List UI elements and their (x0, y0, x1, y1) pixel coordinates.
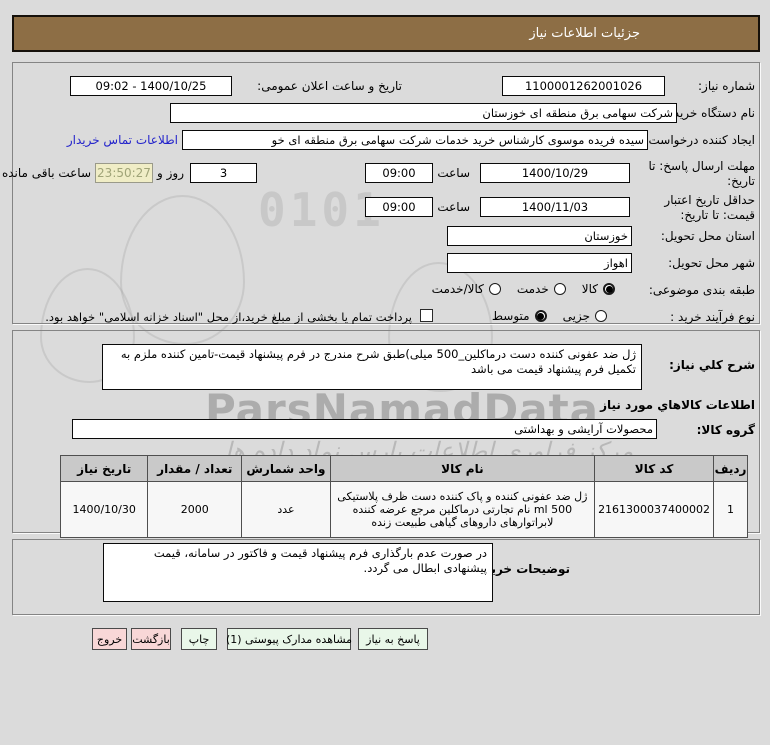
col-unit: واحد شمارش (241, 455, 331, 482)
col-goods-code: کد کالا (594, 455, 715, 482)
reply-deadline-hour-label: ساعت (437, 166, 470, 180)
radio-kala[interactable]: کالا (582, 282, 615, 296)
watermark-shape (388, 262, 493, 392)
radio-khadamat[interactable]: خدمت (517, 282, 566, 296)
goods-group-input[interactable] (72, 419, 657, 439)
watermark-shape (40, 268, 135, 383)
radio-unselected-icon (595, 310, 607, 322)
process-type-label: نوع فرآیند خرید : (670, 310, 755, 324)
radio-label: خدمت (516, 282, 549, 296)
announce-datetime-input[interactable] (70, 76, 232, 96)
days-and-label: روز و (157, 166, 184, 180)
cell-row-number: 1 (713, 481, 748, 538)
buyer-notes-box[interactable]: در صورت عدم بارگذاری فرم پیشنهاد قیمت و … (103, 543, 493, 602)
treasury-payment-checkbox[interactable] (420, 309, 433, 322)
radio-unselected-icon (488, 283, 501, 295)
buyer-org-label: نام دستگاه خریدار: (660, 106, 756, 120)
goods-group-label: گروه کالا: (696, 423, 755, 437)
cell-need-date: 1400/10/30 (59, 481, 149, 538)
need-number-label: شماره نیاز: (698, 79, 755, 93)
print-button[interactable]: چاپ (181, 628, 217, 650)
basic-info-panel (12, 62, 760, 324)
reply-deadline-label: مهلت ارسال پاسخ: تا تاریخ: (648, 159, 755, 188)
buyer-contact-link[interactable]: اطلاعات تماس خریدار (66, 133, 178, 147)
exit-button[interactable]: خروج (92, 628, 127, 650)
buyer-org-input[interactable] (170, 103, 677, 123)
general-desc-box[interactable]: ژل ضد عفونی کننده دست درماکلین_500 میلی)… (102, 344, 642, 390)
items-table-header-row: ردیف کد کالا نام کالا واحد شمارش تعداد /… (59, 455, 748, 482)
col-goods-name: نام کالا (329, 455, 596, 482)
radio-kala-khadamat[interactable]: کالا/خدمت (432, 282, 501, 296)
need-number-input[interactable] (502, 76, 665, 96)
view-attachments-button[interactable]: مشاهده مدارک پیوستی (1) (226, 628, 352, 650)
reply-deadline-time-input[interactable] (365, 163, 433, 183)
cell-quantity: 2000 (147, 481, 243, 538)
process-type-radio-group: جزیی متوسط (492, 308, 607, 324)
city-input[interactable] (447, 253, 632, 273)
col-need-date: تاریخ نیاز (59, 455, 149, 482)
radio-label: جزیی (562, 309, 590, 323)
countdown-timer: 23:50:27 (95, 163, 153, 183)
radio-jozi[interactable]: جزیی (563, 309, 607, 323)
announce-datetime-label: تاریخ و ساعت اعلان عمومی: (257, 79, 402, 93)
hours-remaining-label: ساعت باقی مانده (1, 166, 91, 180)
table-row: 1 2161300037400002 ژل ضد عفونی کننده و پ… (59, 481, 748, 538)
back-button[interactable]: بازگشت (131, 628, 171, 650)
general-desc-label: شرح کلي نیاز: (669, 358, 755, 372)
col-row-number: ردیف (713, 455, 748, 482)
goods-info-section-title: اطلاعات کالاهاي مورد نیاز (600, 398, 755, 412)
treasury-payment-checkbox-label: پرداخت تمام یا بخشی از مبلغ خرید،از محل … (45, 310, 412, 324)
price-validity-hour-label: ساعت (437, 200, 470, 214)
cell-goods-code: 2161300037400002 (594, 481, 715, 538)
reply-deadline-date-input[interactable] (480, 163, 630, 183)
classification-label: طبقه بندی موضوعی: (648, 283, 755, 297)
request-creator-input[interactable] (182, 130, 648, 150)
buyer-notes-panel (12, 539, 760, 615)
items-table: ردیف کد کالا نام کالا واحد شمارش تعداد /… (59, 455, 748, 538)
radio-label: کالا (581, 282, 598, 296)
radio-label: متوسط (491, 309, 530, 323)
price-validity-label: حداقل تاریخ اعتبار قیمت: تا تاریخ: (664, 193, 755, 222)
radio-selected-icon (603, 283, 615, 295)
radio-motevaset[interactable]: متوسط (492, 309, 547, 323)
price-validity-time-input[interactable] (365, 197, 433, 217)
reply-to-need-button[interactable]: پاسخ به نیاز (358, 628, 428, 650)
remaining-days-input[interactable] (190, 163, 257, 183)
cell-unit: عدد (241, 481, 331, 538)
city-label: شهر محل تحویل: (668, 256, 755, 270)
province-label: استان محل تحویل: (660, 229, 755, 243)
radio-unselected-icon (553, 283, 566, 295)
buyer-notes-label: توضیحات خریدار: (468, 562, 570, 576)
classification-radio-group: کالا خدمت کالا/خدمت (432, 281, 615, 297)
request-creator-label: ایجاد کننده درخواست: (644, 133, 755, 147)
price-validity-date-input[interactable] (480, 197, 630, 217)
col-quantity: تعداد / مقدار (147, 455, 243, 482)
radio-selected-icon (534, 310, 547, 322)
radio-label: کالا/خدمت (431, 282, 484, 296)
page-title: جزئیات اطلاعات نیاز (12, 15, 760, 52)
province-input[interactable] (447, 226, 632, 246)
cell-goods-name: ژل ضد عفونی کننده و پاک کننده دست ظرف پل… (329, 481, 596, 538)
